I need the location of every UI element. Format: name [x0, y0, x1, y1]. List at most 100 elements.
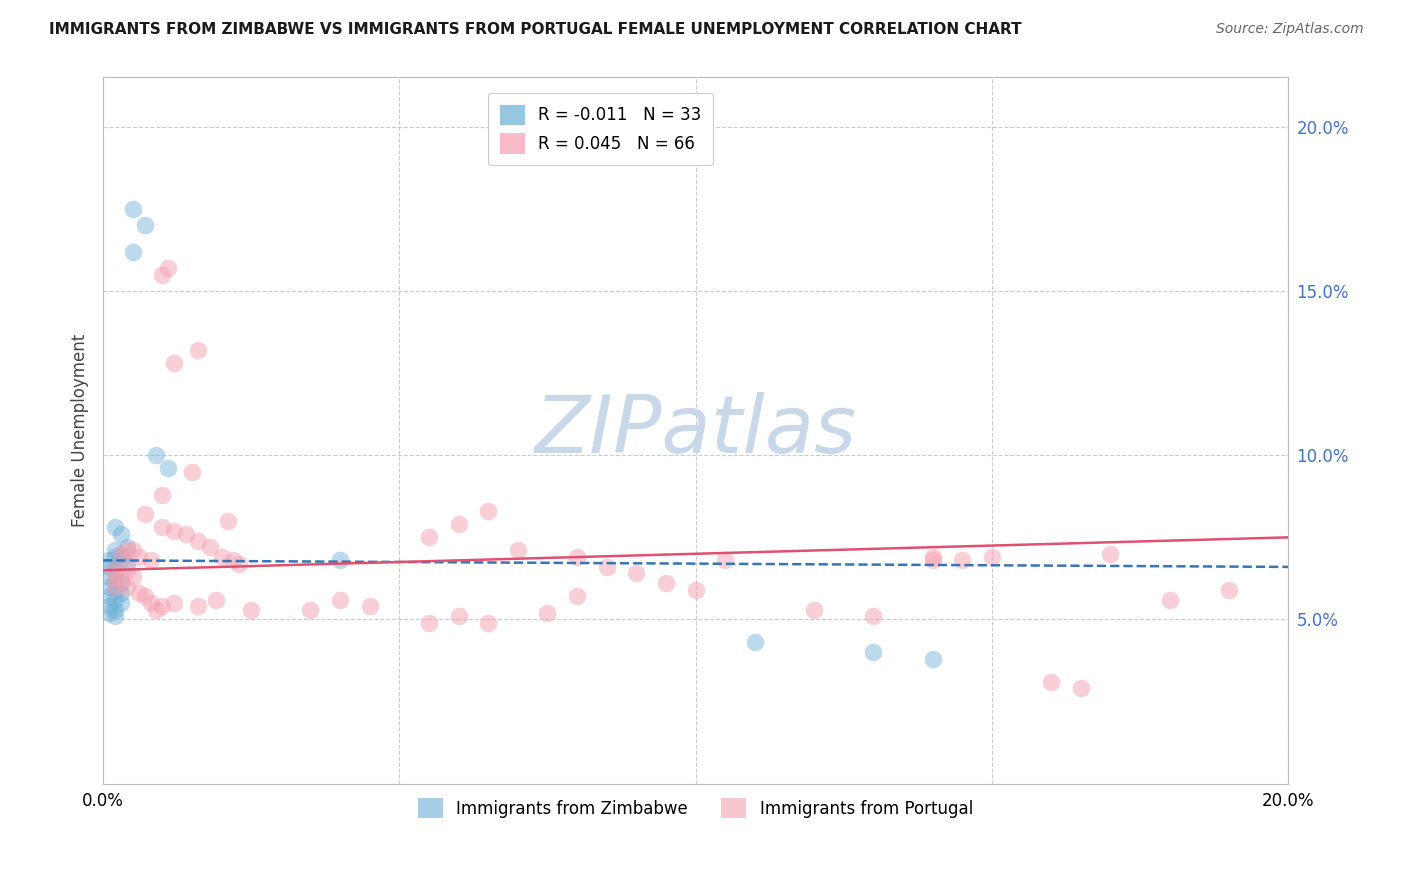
Point — [128, 586, 150, 600]
Point — [198, 540, 221, 554]
Point — [98, 553, 121, 567]
Point — [104, 609, 127, 624]
Point — [115, 557, 138, 571]
Point — [98, 599, 121, 614]
Point — [217, 514, 239, 528]
Point — [110, 527, 132, 541]
Point — [104, 550, 127, 565]
Point — [150, 599, 173, 614]
Point — [299, 602, 322, 616]
Point — [150, 520, 173, 534]
Point — [134, 508, 156, 522]
Point — [98, 580, 121, 594]
Point — [187, 599, 209, 614]
Point — [211, 550, 233, 565]
Point — [1040, 674, 1063, 689]
Point — [104, 570, 127, 584]
Point — [921, 652, 943, 666]
Point — [204, 592, 226, 607]
Point — [477, 615, 499, 630]
Point — [477, 504, 499, 518]
Point — [447, 609, 470, 624]
Point — [163, 356, 186, 370]
Point — [104, 563, 127, 577]
Point — [187, 343, 209, 357]
Point — [121, 244, 143, 259]
Point — [98, 590, 121, 604]
Point — [980, 550, 1002, 565]
Point — [104, 592, 127, 607]
Point — [121, 543, 143, 558]
Point — [134, 219, 156, 233]
Point — [139, 553, 162, 567]
Point — [536, 606, 558, 620]
Point — [596, 560, 619, 574]
Point — [157, 260, 180, 275]
Point — [157, 461, 180, 475]
Point — [115, 543, 138, 558]
Point — [329, 592, 352, 607]
Point — [174, 527, 197, 541]
Point — [222, 553, 245, 567]
Point — [98, 560, 121, 574]
Point — [506, 543, 529, 558]
Point — [1070, 681, 1092, 696]
Point — [110, 576, 132, 591]
Point — [104, 543, 127, 558]
Point — [803, 602, 825, 616]
Point — [950, 553, 973, 567]
Point — [181, 465, 204, 479]
Point — [104, 582, 127, 597]
Point — [110, 573, 132, 587]
Point — [565, 550, 588, 565]
Point — [104, 602, 127, 616]
Point — [359, 599, 381, 614]
Point — [655, 576, 678, 591]
Point — [110, 586, 132, 600]
Point — [150, 488, 173, 502]
Point — [104, 573, 127, 587]
Point — [110, 547, 132, 561]
Point — [744, 635, 766, 649]
Point — [134, 590, 156, 604]
Point — [1099, 547, 1122, 561]
Point — [115, 580, 138, 594]
Point — [121, 202, 143, 216]
Point — [139, 596, 162, 610]
Text: IMMIGRANTS FROM ZIMBABWE VS IMMIGRANTS FROM PORTUGAL FEMALE UNEMPLOYMENT CORRELA: IMMIGRANTS FROM ZIMBABWE VS IMMIGRANTS F… — [49, 22, 1022, 37]
Point — [1218, 582, 1240, 597]
Point — [98, 606, 121, 620]
Point — [104, 580, 127, 594]
Point — [110, 596, 132, 610]
Point — [104, 520, 127, 534]
Point — [1159, 592, 1181, 607]
Point — [565, 590, 588, 604]
Point — [163, 596, 186, 610]
Legend: Immigrants from Zimbabwe, Immigrants from Portugal: Immigrants from Zimbabwe, Immigrants fro… — [412, 791, 980, 825]
Point — [921, 550, 943, 565]
Point — [187, 533, 209, 548]
Point — [150, 268, 173, 282]
Point — [128, 550, 150, 565]
Point — [862, 609, 884, 624]
Text: Source: ZipAtlas.com: Source: ZipAtlas.com — [1216, 22, 1364, 37]
Point — [418, 615, 440, 630]
Point — [110, 547, 132, 561]
Point — [98, 570, 121, 584]
Point — [862, 645, 884, 659]
Point — [685, 582, 707, 597]
Point — [104, 563, 127, 577]
Text: ZIPatlas: ZIPatlas — [534, 392, 856, 469]
Point — [163, 524, 186, 538]
Point — [714, 553, 737, 567]
Point — [626, 566, 648, 581]
Point — [121, 570, 143, 584]
Point — [145, 602, 167, 616]
Point — [145, 448, 167, 462]
Point — [921, 553, 943, 567]
Point — [110, 553, 132, 567]
Point — [240, 602, 263, 616]
Point — [228, 557, 250, 571]
Point — [115, 563, 138, 577]
Point — [418, 530, 440, 544]
